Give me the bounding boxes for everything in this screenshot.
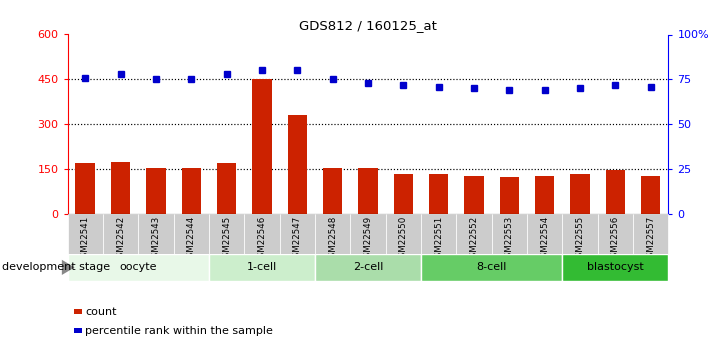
Polygon shape xyxy=(62,260,75,275)
Bar xyxy=(429,174,449,214)
FancyBboxPatch shape xyxy=(562,214,598,254)
Bar xyxy=(323,168,342,214)
Bar xyxy=(641,176,661,214)
FancyBboxPatch shape xyxy=(421,214,456,254)
Text: GSM22556: GSM22556 xyxy=(611,216,620,263)
Text: percentile rank within the sample: percentile rank within the sample xyxy=(85,326,273,335)
Bar xyxy=(570,174,589,214)
Bar xyxy=(217,163,236,214)
Text: GSM22541: GSM22541 xyxy=(81,216,90,263)
Bar xyxy=(358,168,378,214)
Bar xyxy=(287,115,307,214)
FancyBboxPatch shape xyxy=(173,214,209,254)
Text: GSM22552: GSM22552 xyxy=(469,216,479,263)
Text: GSM22551: GSM22551 xyxy=(434,216,443,263)
Text: GSM22543: GSM22543 xyxy=(151,216,161,263)
Bar xyxy=(75,163,95,214)
FancyBboxPatch shape xyxy=(315,214,351,254)
Text: GSM22557: GSM22557 xyxy=(646,216,655,263)
FancyBboxPatch shape xyxy=(491,214,527,254)
Text: GSM22554: GSM22554 xyxy=(540,216,549,263)
Bar xyxy=(146,168,166,214)
Text: GSM22545: GSM22545 xyxy=(222,216,231,263)
FancyBboxPatch shape xyxy=(279,214,315,254)
Text: oocyte: oocyte xyxy=(119,263,157,272)
FancyBboxPatch shape xyxy=(527,214,562,254)
Text: GSM22550: GSM22550 xyxy=(399,216,408,263)
FancyBboxPatch shape xyxy=(598,214,633,254)
Bar xyxy=(181,168,201,214)
Text: GSM22542: GSM22542 xyxy=(116,216,125,263)
Text: GSM22548: GSM22548 xyxy=(328,216,337,263)
Text: development stage: development stage xyxy=(2,263,110,272)
FancyBboxPatch shape xyxy=(351,214,385,254)
Text: GSM22546: GSM22546 xyxy=(257,216,267,263)
FancyBboxPatch shape xyxy=(315,254,421,281)
Text: GSM22555: GSM22555 xyxy=(575,216,584,263)
Text: 8-cell: 8-cell xyxy=(476,263,507,272)
Bar xyxy=(111,161,130,214)
FancyBboxPatch shape xyxy=(103,214,138,254)
Text: GSM22549: GSM22549 xyxy=(363,216,373,263)
FancyBboxPatch shape xyxy=(209,214,245,254)
FancyBboxPatch shape xyxy=(633,214,668,254)
Bar xyxy=(500,177,519,214)
FancyBboxPatch shape xyxy=(385,214,421,254)
FancyBboxPatch shape xyxy=(456,214,491,254)
Text: GSM22547: GSM22547 xyxy=(293,216,301,263)
Bar xyxy=(394,174,413,214)
Bar xyxy=(535,176,555,214)
Text: GSM22544: GSM22544 xyxy=(187,216,196,263)
FancyBboxPatch shape xyxy=(421,254,562,281)
Bar xyxy=(74,309,82,314)
Title: GDS812 / 160125_at: GDS812 / 160125_at xyxy=(299,19,437,32)
Bar xyxy=(252,79,272,214)
Bar xyxy=(74,328,82,333)
FancyBboxPatch shape xyxy=(562,254,668,281)
FancyBboxPatch shape xyxy=(68,214,103,254)
Text: 1-cell: 1-cell xyxy=(247,263,277,272)
Bar xyxy=(464,176,483,214)
Text: GSM22553: GSM22553 xyxy=(505,216,514,263)
FancyBboxPatch shape xyxy=(209,254,315,281)
Text: 2-cell: 2-cell xyxy=(353,263,383,272)
Bar xyxy=(606,170,625,214)
FancyBboxPatch shape xyxy=(245,214,279,254)
Text: count: count xyxy=(85,307,117,316)
FancyBboxPatch shape xyxy=(138,214,173,254)
Text: blastocyst: blastocyst xyxy=(587,263,643,272)
FancyBboxPatch shape xyxy=(68,254,209,281)
